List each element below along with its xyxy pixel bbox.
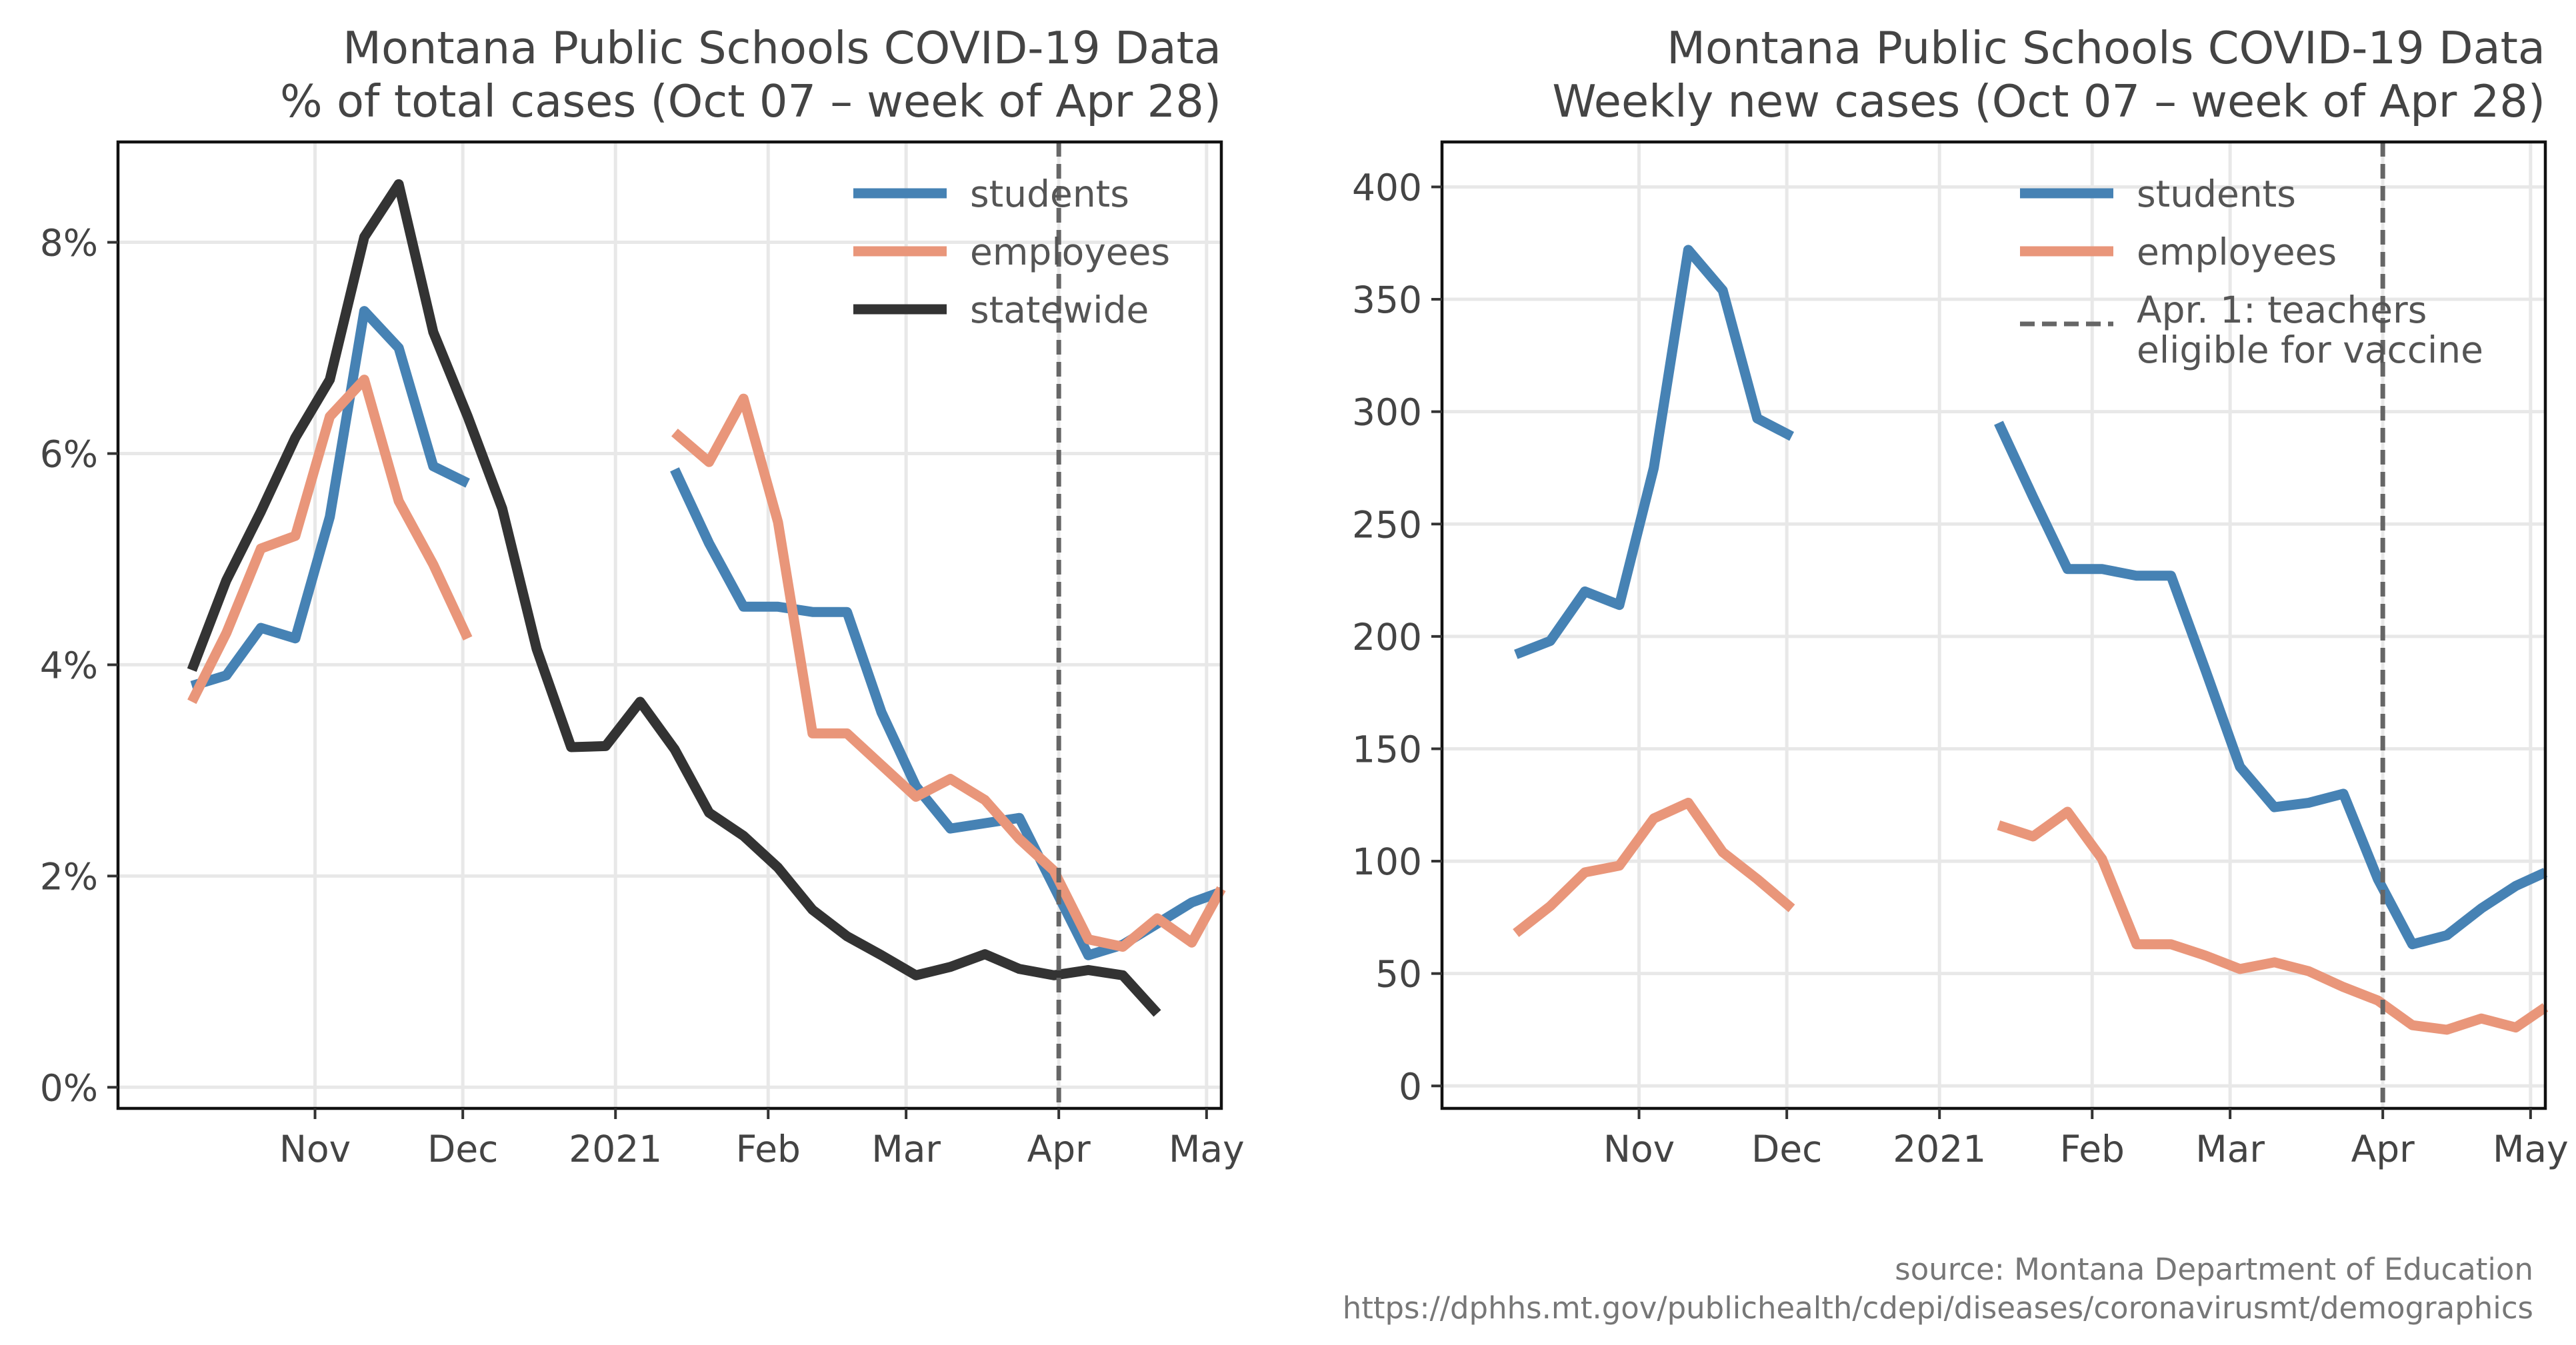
- y-tick-label: 4%: [40, 644, 98, 686]
- legend: students employees Apr. 1: teachers eligibl…: [2020, 173, 2483, 371]
- y-tick-label: 100: [1352, 840, 1422, 883]
- series-line-statewide: [187, 179, 1161, 1017]
- chart-title: Montana Public Schools COVID-19 Data: [1667, 22, 2545, 74]
- series-lines: [1513, 245, 2549, 1035]
- axis-ticks: Nov Dec 2021 Feb Mar Apr May 0% 2% 4% 6% 8%: [40, 222, 1245, 1170]
- legend: students employees statewide: [853, 173, 1170, 331]
- x-tick-label: Mar: [2195, 1128, 2265, 1170]
- x-tick-label: Nov: [1603, 1128, 1675, 1170]
- plot-frame: [1440, 140, 2547, 1110]
- y-tick-label: 150: [1352, 728, 1422, 770]
- x-tick-label: Feb: [2060, 1128, 2125, 1170]
- y-tick-label: 200: [1352, 616, 1422, 659]
- legend-label: students: [2137, 173, 2296, 215]
- source-url: https://dphhs.mt.gov/publichealth/cdepi/…: [1343, 1290, 2533, 1326]
- y-tick-label: 0%: [40, 1066, 98, 1109]
- series-line-employees: [1513, 797, 1795, 937]
- x-tick-label: Dec: [427, 1128, 498, 1170]
- x-tick-label: Dec: [1751, 1128, 1822, 1170]
- axis-ticks: Nov Dec 2021 Feb Mar Apr May 0 50 100 150 200 250 300…: [1352, 166, 2569, 1170]
- x-tick-label: Feb: [736, 1128, 801, 1170]
- x-tick-label: Mar: [871, 1128, 941, 1170]
- x-tick-label: May: [2493, 1128, 2569, 1170]
- grid-lines: [118, 142, 1221, 1108]
- legend-label: statewide: [970, 289, 1149, 331]
- chart-weekly-new-cases: Montana Public Schools COVID-19 Data Wee…: [1352, 22, 2569, 1170]
- y-tick-label: 250: [1352, 503, 1422, 546]
- y-tick-label: 2%: [40, 855, 98, 898]
- series-line-students: [1994, 421, 2548, 950]
- chart-title: Montana Public Schools COVID-19 Data: [343, 22, 1221, 74]
- series-line-employees: [1997, 806, 2549, 1035]
- x-tick-label: Apr: [1027, 1128, 1091, 1170]
- y-tick-label: 8%: [40, 222, 98, 265]
- series-lines: [187, 179, 1226, 1017]
- x-tick-label: May: [1169, 1128, 1245, 1170]
- series-line-employees: [187, 375, 473, 704]
- series-line-employees: [671, 393, 1226, 952]
- x-tick-label: Apr: [2351, 1128, 2415, 1170]
- y-tick-label: 300: [1352, 391, 1422, 434]
- x-tick-label: 2021: [569, 1128, 662, 1170]
- y-tick-label: 0: [1399, 1065, 1422, 1108]
- plot-frame: [116, 140, 1223, 1110]
- y-tick-label: 350: [1352, 279, 1422, 321]
- x-tick-label: 2021: [1893, 1128, 1986, 1170]
- chart-subtitle: Weekly new cases (Oct 07 – week of Apr 2…: [1552, 75, 2545, 127]
- series-line-students: [190, 306, 470, 691]
- x-tick-label: Nov: [279, 1128, 351, 1170]
- legend-label: employees: [970, 231, 1170, 273]
- y-tick-label: 6%: [40, 433, 98, 475]
- chart-percent-of-total-cases: Montana Public Schools COVID-19 Data % o…: [40, 22, 1245, 1170]
- y-tick-label: 50: [1375, 953, 1422, 996]
- series-line-students: [1514, 245, 1795, 659]
- source-note: source: Montana Department of Education: [1895, 1252, 2533, 1287]
- legend-label: Apr. 1: teachers eligible for vaccine: [2137, 289, 2483, 371]
- legend-label: students: [970, 173, 1129, 215]
- legend-label: employees: [2137, 231, 2337, 273]
- y-tick-label: 400: [1352, 166, 1422, 209]
- chart-subtitle: % of total cases (Oct 07 – week of Apr 2…: [280, 75, 1221, 127]
